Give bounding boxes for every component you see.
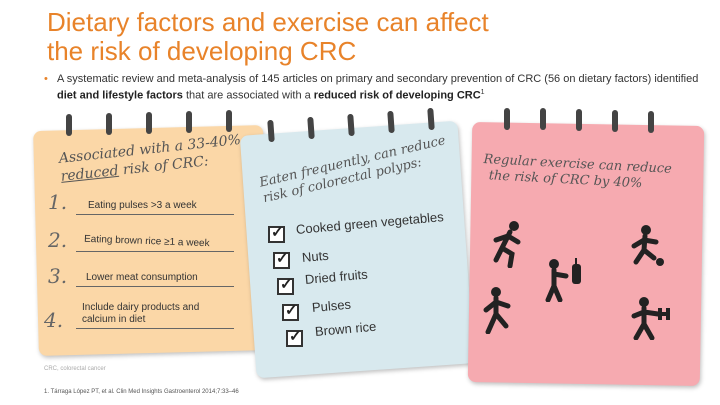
checkbox-checked-icon: ✓ (277, 276, 294, 295)
bullet-text: A systematic review and meta-analysis of… (44, 72, 704, 103)
ring-icon (387, 110, 395, 134)
ring-icon (540, 108, 546, 130)
ring-icon (146, 112, 152, 134)
divider (76, 286, 234, 287)
reference-note: 1. Tárraga López PT, et al. Clin Med Ins… (44, 389, 239, 395)
title-line-2: the risk of developing CRC (47, 36, 357, 66)
title-line-1: Dietary factors and exercise can affect (47, 7, 489, 37)
food-item-2: Nuts (301, 247, 330, 265)
bullet-part-2: that are associated with a (182, 89, 314, 102)
ring-icon (106, 113, 112, 135)
bullet-bold-1: diet and lifestyle factors (57, 89, 183, 102)
item-number: 3. (48, 264, 68, 288)
divider (76, 214, 234, 215)
ring-icon (347, 113, 355, 137)
bullet-part-1: A systematic review and meta-analysis of… (57, 73, 699, 85)
bullet-reference-sup: 1 (480, 89, 485, 96)
ring-icon (612, 110, 618, 132)
item-number: 4. (44, 308, 64, 332)
slide-title: Dietary factors and exercise can affect … (47, 8, 647, 66)
diet-item-3: Lower meat consumption (86, 272, 198, 283)
ring-icon (427, 107, 435, 131)
boxing-person-icon (545, 258, 581, 302)
checkbox-checked-icon: ✓ (286, 328, 303, 347)
divider (76, 328, 234, 329)
ring-icon (504, 108, 510, 130)
ring-icon (226, 110, 232, 132)
weightlifting-person-icon (631, 297, 670, 340)
checkbox-checked-icon: ✓ (273, 250, 290, 269)
diet-item-4: Include dairy products and calcium in di… (82, 302, 200, 325)
checkbox-checked-icon: ✓ (268, 224, 285, 243)
jogging-person-icon (483, 287, 511, 334)
ring-icon (576, 109, 582, 131)
checkbox-checked-icon: ✓ (282, 302, 299, 321)
summary-bullet: • A systematic review and meta-analysis … (44, 72, 704, 103)
ring-icon (186, 111, 192, 133)
item-number: 2. (48, 228, 68, 252)
bullet-bold-2: reduced risk of developing CRC (313, 89, 481, 102)
ring-icon (66, 114, 72, 136)
diet-item-1: Eating pulses >3 a week (88, 200, 197, 211)
running-person-icon (493, 221, 521, 268)
item-number: 1. (48, 190, 68, 214)
abbreviation-note: CRC, colorectal cancer (44, 366, 106, 372)
bullet-dot-icon: • (44, 73, 48, 85)
ring-icon (307, 116, 315, 140)
soccer-player-icon (631, 225, 664, 266)
ring-icon (648, 111, 654, 133)
ring-icon (267, 119, 275, 143)
divider (76, 251, 234, 252)
